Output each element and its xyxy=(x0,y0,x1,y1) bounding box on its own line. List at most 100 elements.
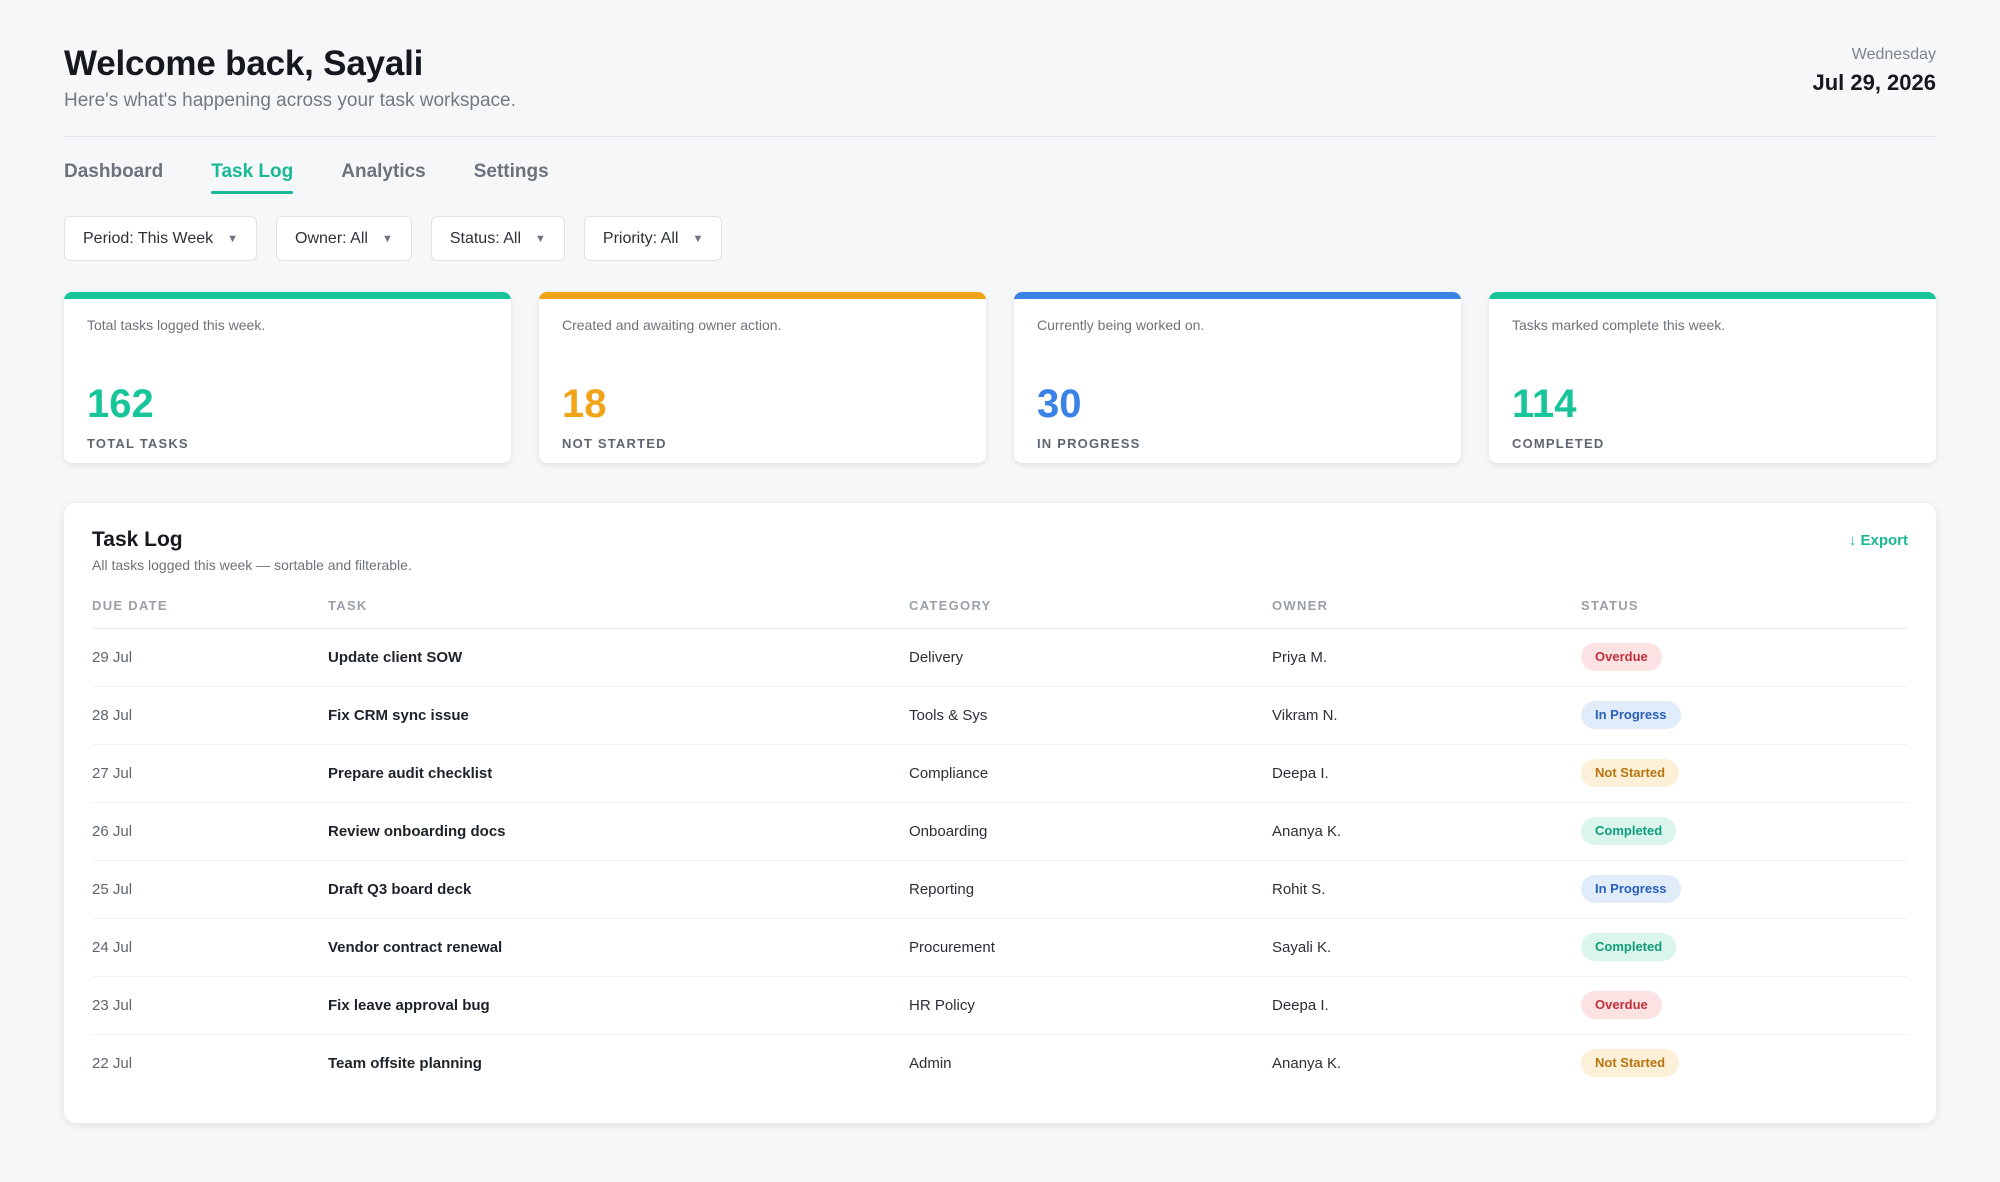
status-badge: Completed xyxy=(1581,933,1677,961)
status-badge: Not Started xyxy=(1581,759,1680,787)
kpi-accent-bar xyxy=(64,292,511,299)
owner-cell: Deepa I. xyxy=(1272,744,1581,803)
task-log-panel: Task Log All tasks logged this week — so… xyxy=(64,503,1936,1123)
task-name-cell: Prepare audit checklist xyxy=(328,744,909,803)
export-button[interactable]: ↓ Export xyxy=(1848,532,1908,549)
table-row[interactable]: 26 Jul Review onboarding docs Onboarding An… xyxy=(92,802,1908,861)
nav-tabs: Dashboard Task Log Analytics Settings xyxy=(64,160,597,194)
kpi-cards: Total tasks logged this week. 162 TOTAL … xyxy=(64,292,1936,463)
date-weekday: Wednesday xyxy=(1851,46,1936,63)
table-row[interactable]: 25 Jul Draft Q3 board deck Reporting Rohit … xyxy=(92,860,1908,919)
status-cell: Completed xyxy=(1581,918,1908,977)
owner-filter-label: Owner: All xyxy=(295,229,368,247)
tab-task-log[interactable]: Task Log xyxy=(211,160,294,194)
table-header-row: DUE DATE TASK CATEGORY OWNER STATUS xyxy=(92,583,1908,629)
owner-cell: Ananya K. xyxy=(1272,802,1581,861)
status-cell: Not Started xyxy=(1581,744,1908,803)
status-badge: Overdue xyxy=(1581,991,1662,1019)
column-header-status[interactable]: STATUS xyxy=(1581,583,1908,629)
category-cell: Tools & Sys xyxy=(909,686,1272,745)
column-header-category[interactable]: CATEGORY xyxy=(909,583,1272,629)
due-date-cell: 28 Jul xyxy=(92,686,328,745)
column-header-due-date[interactable]: DUE DATE xyxy=(92,583,328,629)
tab-analytics[interactable]: Analytics xyxy=(341,161,426,182)
priority-filter[interactable]: Priority: All ▼ xyxy=(583,216,723,261)
table-row[interactable]: 29 Jul Update client SOW Delivery Priya M. O… xyxy=(92,628,1908,687)
owner-cell: Vikram N. xyxy=(1272,686,1581,745)
status-badge: Completed xyxy=(1581,817,1677,845)
kpi-card-in-progress: Currently being worked on. 30 IN PROGRES… xyxy=(1014,292,1461,463)
owner-cell: Sayali K. xyxy=(1272,918,1581,977)
status-cell: Completed xyxy=(1581,802,1908,861)
kpi-accent-bar xyxy=(1489,292,1936,299)
kpi-label: COMPLETED xyxy=(1512,436,1605,451)
period-filter[interactable]: Period: This Week ▼ xyxy=(64,216,258,261)
kpi-value: 162 xyxy=(87,382,154,426)
owner-cell: Ananya K. xyxy=(1272,1054,1342,1072)
due-date-cell: 23 Jul xyxy=(92,976,328,1035)
task-name-cell: Update client SOW xyxy=(328,628,909,687)
due-date-cell: 26 Jul xyxy=(92,802,328,861)
chevron-down-icon: ▼ xyxy=(227,232,239,245)
table-row[interactable]: 24 Jul Vendor contract renewal Procurement… xyxy=(92,918,1908,977)
category-cell: Reporting xyxy=(909,860,1272,919)
owner-cell: Rohit S. xyxy=(1272,860,1581,919)
date-full: Jul 29, 2026 xyxy=(1812,70,1936,95)
kpi-value: 18 xyxy=(562,382,607,426)
current-date: Wednesday Jul 29, 2026 xyxy=(1812,46,1936,96)
task-log-title: Task Log xyxy=(92,528,183,551)
status-badge: In Progress xyxy=(1581,875,1681,903)
tab-settings[interactable]: Settings xyxy=(473,161,549,182)
task-table-body: 29 Jul Update client SOW Delivery Priya M. O… xyxy=(92,628,1908,1092)
table-row[interactable]: 27 Jul Prepare audit checklist Compliance D… xyxy=(92,744,1908,803)
task-table: DUE DATE TASK CATEGORY OWNER STATUS 29 J… xyxy=(92,583,1908,1092)
category-cell: Procurement xyxy=(909,918,1272,977)
kpi-value: 30 xyxy=(1037,382,1082,426)
task-name-cell: Fix leave approval bug xyxy=(328,976,909,1035)
table-row[interactable]: 28 Jul Fix CRM sync issue Tools & Sys Vikra… xyxy=(92,686,1908,745)
kpi-label: TOTAL TASKS xyxy=(87,436,189,451)
priority-filter-label: Priority: All xyxy=(602,229,679,247)
kpi-description: Currently being worked on. xyxy=(1037,317,1205,333)
category-cell: Admin xyxy=(909,1054,952,1072)
owner-cell: Deepa I. xyxy=(1272,976,1581,1035)
status-cell: Overdue xyxy=(1581,976,1908,1035)
status-cell: Overdue xyxy=(1581,628,1908,687)
kpi-label: IN PROGRESS xyxy=(1037,436,1141,451)
task-name-cell: Vendor contract renewal xyxy=(328,918,909,977)
kpi-label: NOT STARTED xyxy=(562,436,667,451)
welcome-subtitle: Here's what's happening across your task… xyxy=(64,90,516,111)
kpi-description: Created and awaiting owner action. xyxy=(562,317,782,333)
task-name-cell: Fix CRM sync issue xyxy=(328,686,909,745)
status-filter[interactable]: Status: All ▼ xyxy=(430,216,565,261)
due-date-cell: 27 Jul xyxy=(92,744,328,803)
tab-dashboard[interactable]: Dashboard xyxy=(64,161,164,182)
table-row[interactable]: 23 Jul Fix leave approval bug HR Policy Dee… xyxy=(92,976,1908,1035)
chevron-down-icon: ▼ xyxy=(535,232,546,245)
kpi-card-total: Total tasks logged this week. 162 TOTAL … xyxy=(64,292,511,463)
kpi-description: Tasks marked complete this week. xyxy=(1512,317,1726,333)
category-cell: Delivery xyxy=(909,628,1272,687)
due-date-cell: 29 Jul xyxy=(92,628,328,687)
filter-bar: Period: This Week ▼ Owner: All ▼ Status:… xyxy=(64,216,741,261)
status-badge: In Progress xyxy=(1581,701,1681,729)
kpi-value: 114 xyxy=(1512,382,1577,426)
due-date-cell: 24 Jul xyxy=(92,918,328,977)
kpi-card-not-started: Created and awaiting owner action. 18 NO… xyxy=(539,292,986,463)
task-name-cell: Team offsite planning xyxy=(328,1054,482,1072)
column-header-task[interactable]: TASK xyxy=(328,583,909,629)
status-cell: In Progress xyxy=(1581,686,1908,745)
column-header-owner[interactable]: OWNER xyxy=(1272,583,1581,629)
status-badge: Not Started xyxy=(1581,1049,1680,1078)
page-header: Welcome back, Sayali Here's what's happe… xyxy=(64,0,1936,137)
kpi-accent-bar xyxy=(1014,292,1461,299)
task-name-cell: Review onboarding docs xyxy=(328,802,909,861)
kpi-accent-bar xyxy=(539,292,986,299)
owner-filter[interactable]: Owner: All ▼ xyxy=(276,216,412,261)
kpi-card-completed: Tasks marked complete this week. 114 COM… xyxy=(1489,292,1936,463)
status-filter-label: Status: All xyxy=(449,229,521,247)
table-row[interactable]: 22 Jul Team offsite planning Admin Ananya K… xyxy=(92,1034,1908,1092)
status-badge: Overdue xyxy=(1581,643,1662,671)
due-date-cell: 25 Jul xyxy=(92,860,328,919)
chevron-down-icon: ▼ xyxy=(381,232,393,245)
